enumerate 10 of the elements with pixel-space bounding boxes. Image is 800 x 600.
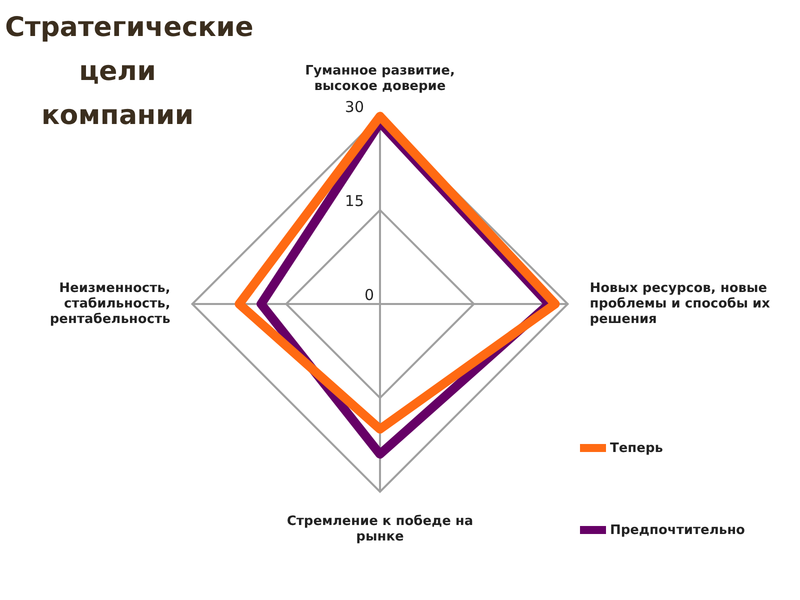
y-tick-label: 0 xyxy=(364,286,374,304)
chart-title: Стратегические цели компании xyxy=(5,11,254,133)
spoke-label: Новых ресурсов, новые проблемы и способы их решения xyxy=(590,280,771,327)
legend-label: Теперь xyxy=(610,440,664,456)
spoke-label: Неизменность, стабильность, рентабельность xyxy=(50,280,170,327)
spoke-label: Стремление к победе на рынке xyxy=(286,514,474,544)
y-tick-label: 30 xyxy=(344,98,364,116)
spoke-label: Гуманное развитие, высокое доверие xyxy=(305,63,455,94)
legend-label: Предпочтительно xyxy=(610,522,745,538)
y-tick-label: 15 xyxy=(344,192,364,210)
